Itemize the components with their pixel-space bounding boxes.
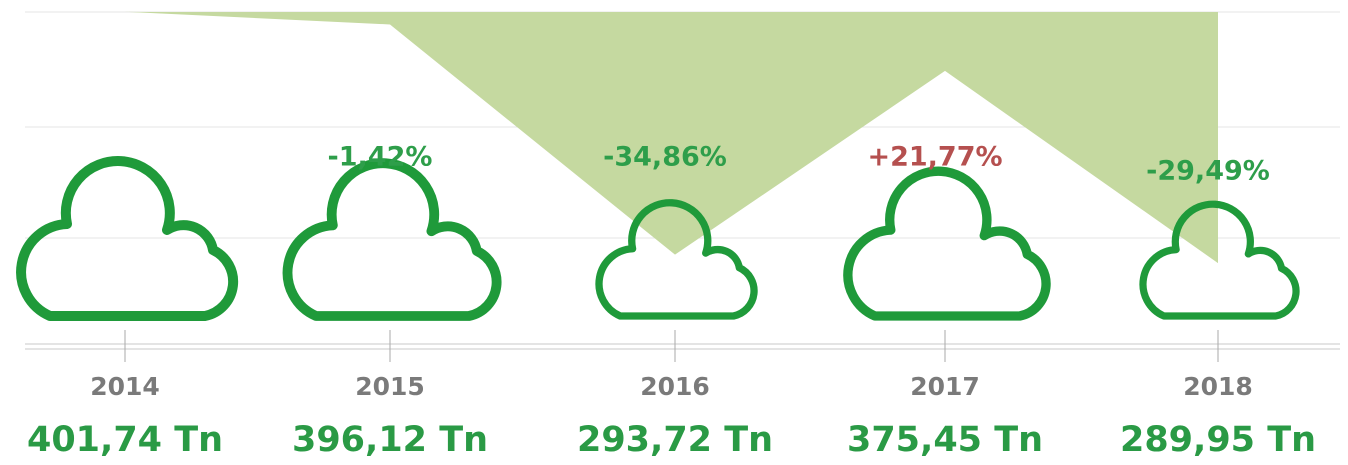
cloud (282, 158, 502, 321)
change-label: -1,42% (328, 142, 433, 173)
cloud (843, 166, 1051, 321)
change-label: -29,49% (1146, 156, 1270, 187)
x-tick-label: 2014 (90, 372, 160, 401)
value-label: 401,74 Tn (27, 420, 223, 460)
x-tick-label: 2016 (640, 372, 710, 401)
change-label: -34,86% (603, 142, 727, 173)
change-label: +21,77% (867, 142, 1002, 173)
cloud (16, 156, 239, 321)
x-tick-label: 2015 (355, 372, 425, 401)
area (125, 11, 1218, 264)
value-label: 293,72 Tn (577, 420, 773, 460)
cloud (1139, 200, 1300, 320)
value-label: 375,45 Tn (847, 420, 1043, 460)
value-label: 289,95 Tn (1120, 420, 1316, 460)
x-tick-label: 2017 (910, 372, 980, 401)
cloud (595, 199, 758, 320)
x-tick-label: 2018 (1183, 372, 1253, 401)
value-label: 396,12 Tn (292, 420, 488, 460)
